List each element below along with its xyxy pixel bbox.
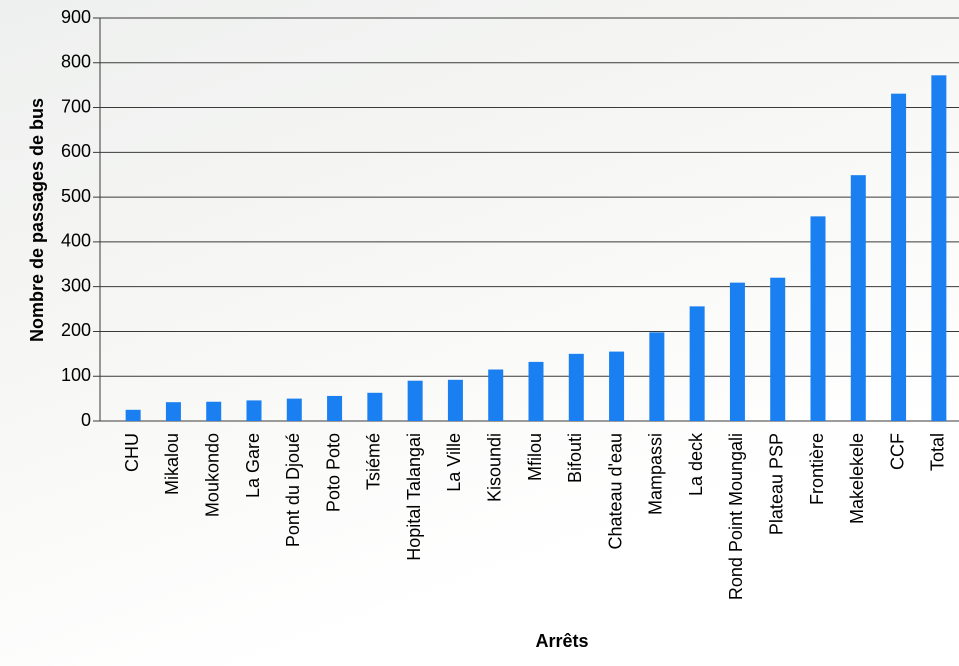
y-tick-label: 800 [61,52,91,72]
y-tick-label: 900 [61,7,91,27]
bar [286,398,302,421]
y-tick-label: 500 [61,186,91,206]
x-tick-label: Tsiémé [364,433,384,490]
bar [367,392,383,421]
bar [246,400,262,421]
bar [165,402,181,421]
bar [528,361,544,421]
bar [206,401,222,421]
y-tick-label: 600 [61,141,91,161]
x-tick-label: La Gare [243,433,263,498]
x-tick-label: Frontière [807,433,827,505]
x-tick-label: Rond Point Moungali [726,433,746,600]
x-tick-label: La Ville [444,433,464,492]
x-tick-label: Pont du Djoué [283,433,303,547]
bar [568,353,584,421]
y-tick-label: 400 [61,231,91,251]
y-axis-title: Nombre de passages de bus [27,98,47,342]
x-tick-label: Mfilou [525,433,545,481]
bar [689,306,705,421]
x-tick-label: Kisoundi [484,433,504,502]
x-axis-title: Arrêts [535,631,588,651]
bar [729,282,745,421]
bar [649,332,665,421]
x-tick-label: CCF [887,433,907,470]
bar [447,379,463,421]
x-tick-label: Total [928,433,948,471]
y-tick-label: 100 [61,365,91,385]
x-tick-label: Chateau d'eau [605,433,625,550]
x-tick-label: Hopital Talangai [404,433,424,561]
x-tick-label: Poto Poto [323,433,343,512]
bar [810,216,826,421]
bar [488,369,504,421]
bar [327,395,343,421]
bar [891,93,907,422]
y-tick-label: 0 [81,410,91,430]
x-tick-label: CHU [122,433,142,472]
y-tick-label: 300 [61,275,91,295]
bar [407,380,423,421]
x-tick-label: Mikalou [162,433,182,495]
x-tick-label: La deck [686,432,706,496]
bar [850,175,866,421]
bar [609,351,625,421]
bar [125,409,141,421]
x-tick-label: Mampassi [646,433,666,515]
x-tick-label: Bifouti [565,433,585,483]
x-tick-label: Plateau PSP [766,433,786,535]
y-tick-label: 700 [61,96,91,116]
x-tick-label: Moukondo [202,433,222,517]
bar [931,75,947,421]
y-tick-label: 200 [61,320,91,340]
x-tick-label: Makelekele [847,433,867,524]
bar [770,277,786,421]
